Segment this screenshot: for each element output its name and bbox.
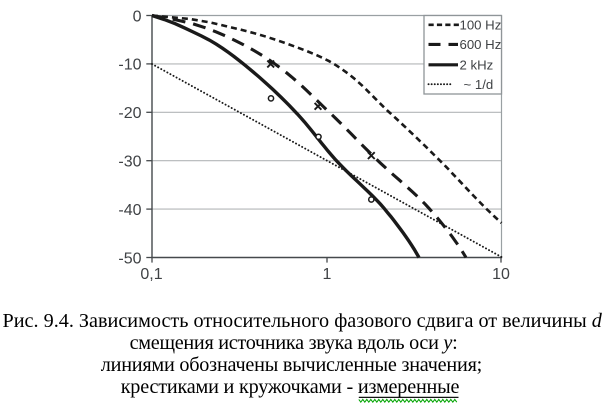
svg-text:0,1: 0,1 (140, 266, 162, 283)
svg-text:10: 10 (492, 266, 510, 283)
svg-text:-10: -10 (118, 57, 141, 74)
svg-text:линиями обозначены вычисленные: линиями обозначены вычисленные значения; (101, 354, 482, 376)
svg-text:смещения источника звука вдоль: смещения источника звука вдоль оси y: (130, 332, 458, 354)
svg-text:-30: -30 (118, 154, 141, 171)
svg-text:Рис. 9.4. Зависимость относите: Рис. 9.4. Зависимость относительного фаз… (3, 310, 603, 332)
svg-text:600 Hz: 600 Hz (460, 37, 502, 52)
svg-text:-40: -40 (118, 202, 141, 219)
svg-text:-50: -50 (118, 250, 141, 267)
svg-text:~ 1/d: ~ 1/d (464, 77, 494, 92)
svg-text:2 kHz: 2 kHz (460, 58, 494, 73)
svg-text:0: 0 (133, 8, 142, 25)
svg-text:100 Hz: 100 Hz (460, 18, 502, 33)
svg-text:-20: -20 (118, 105, 141, 122)
svg-text:1: 1 (323, 266, 332, 283)
svg-text:крестиками и кружочками - изме: крестиками и кружочками - измеренные (121, 376, 460, 398)
